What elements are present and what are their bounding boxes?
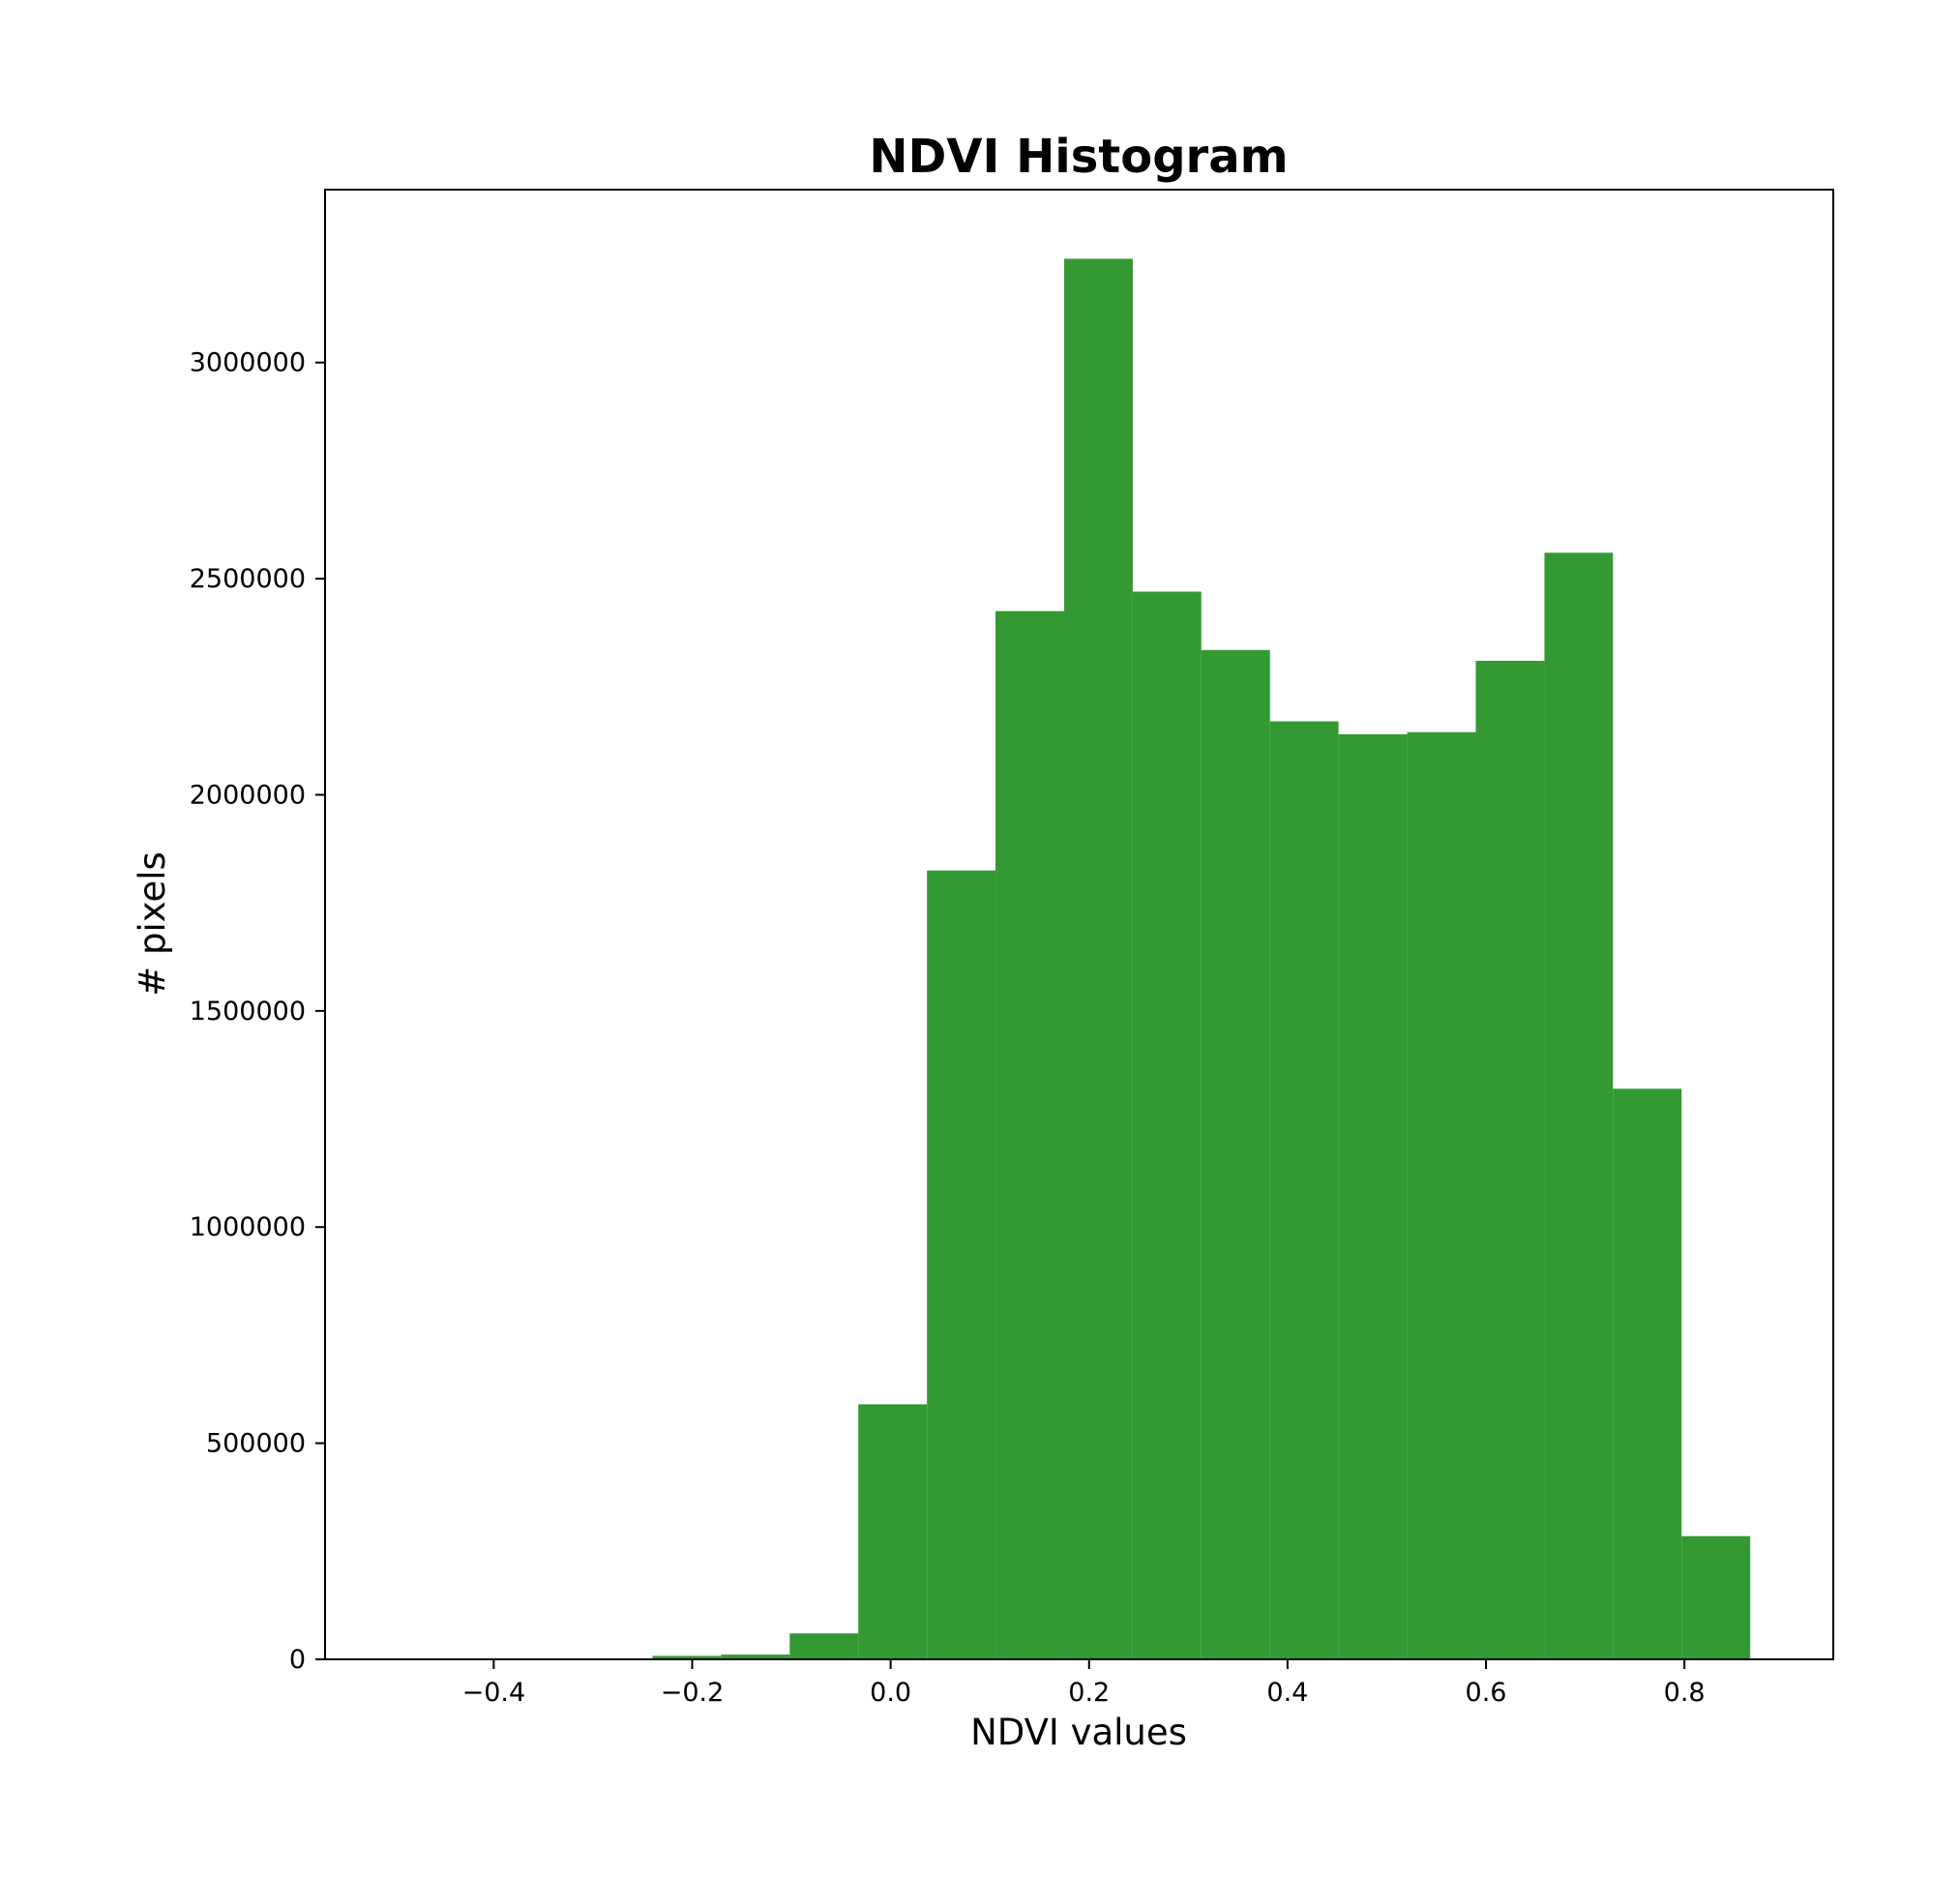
y-tick-label: 500000 <box>206 1429 306 1459</box>
histogram-bar <box>1132 591 1202 1659</box>
chart-title: NDVI Histogram <box>869 130 1288 184</box>
histogram-bar <box>1475 660 1545 1659</box>
histogram-bar <box>1338 733 1408 1659</box>
y-tick-label: 3000000 <box>190 348 306 378</box>
x-tick-label: 0.4 <box>1266 1678 1308 1708</box>
y-tick-label: 0 <box>289 1645 306 1675</box>
histogram-bar <box>1407 731 1476 1659</box>
x-tick-label: −0.2 <box>661 1678 725 1708</box>
x-tick-label: −0.4 <box>462 1678 526 1708</box>
histogram-bar <box>927 870 996 1659</box>
histogram-bar <box>1613 1088 1682 1659</box>
x-tick-label: 0.6 <box>1466 1678 1507 1708</box>
x-tick-label: 0.8 <box>1664 1678 1706 1708</box>
histogram-bar <box>1201 649 1270 1659</box>
bars-layer <box>377 258 1751 1659</box>
y-tick-label: 2000000 <box>190 780 306 810</box>
plot-area-frame <box>324 189 1834 1660</box>
x-tick-label: 0.0 <box>870 1678 911 1708</box>
histogram-bar <box>1064 258 1133 1659</box>
y-tick-label: 1000000 <box>190 1212 306 1242</box>
x-tick-label: 0.2 <box>1068 1678 1110 1708</box>
y-axis-label: # pixels <box>132 851 173 997</box>
x-axis-ticks: −0.4 −0.2 0.0 0.2 0.4 0.6 0.8 <box>462 1659 1706 1708</box>
y-tick-label: 2500000 <box>190 564 306 594</box>
histogram-bar <box>1544 552 1614 1659</box>
x-axis-label: NDVI values <box>970 1712 1187 1753</box>
histogram-bar <box>652 1655 722 1659</box>
y-axis-ticks: 0 500000 1000000 1500000 2000000 2500000 30000… <box>190 348 325 1675</box>
histogram-bar <box>721 1654 790 1659</box>
histogram-bar <box>789 1633 859 1659</box>
histogram-bar <box>858 1404 928 1659</box>
histogram-bar <box>1269 721 1339 1659</box>
y-tick-label: 1500000 <box>190 997 306 1027</box>
histogram-bar <box>995 611 1065 1659</box>
histogram-bar <box>1681 1535 1751 1659</box>
